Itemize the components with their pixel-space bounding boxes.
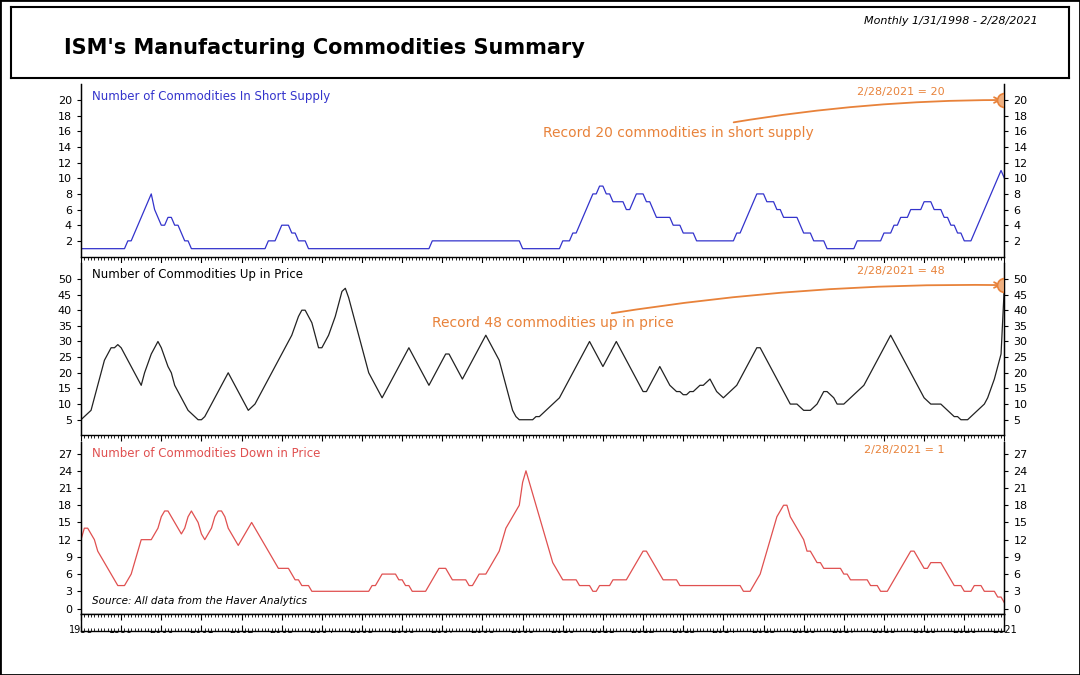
Text: 2/28/2021 = 48: 2/28/2021 = 48 <box>856 266 944 276</box>
Text: Number of Commodities Down in Price: Number of Commodities Down in Price <box>92 448 321 460</box>
Text: 2/28/2021 = 1: 2/28/2021 = 1 <box>864 445 944 455</box>
Text: ISM's Manufacturing Commodities Summary: ISM's Manufacturing Commodities Summary <box>64 38 584 58</box>
Text: 2/28/2021 = 20: 2/28/2021 = 20 <box>856 87 944 97</box>
Text: Monthly 1/31/1998 - 2/28/2021: Monthly 1/31/1998 - 2/28/2021 <box>864 16 1038 26</box>
Text: Source: All data from the Haver Analytics: Source: All data from the Haver Analytic… <box>92 595 307 605</box>
Text: Number of Commodities In Short Supply: Number of Commodities In Short Supply <box>92 90 330 103</box>
Text: Number of Commodities Up in Price: Number of Commodities Up in Price <box>92 269 303 281</box>
Text: Record 20 commodities in short supply: Record 20 commodities in short supply <box>543 97 1000 140</box>
Text: Record 48 commodities up in price: Record 48 commodities up in price <box>432 282 1000 331</box>
